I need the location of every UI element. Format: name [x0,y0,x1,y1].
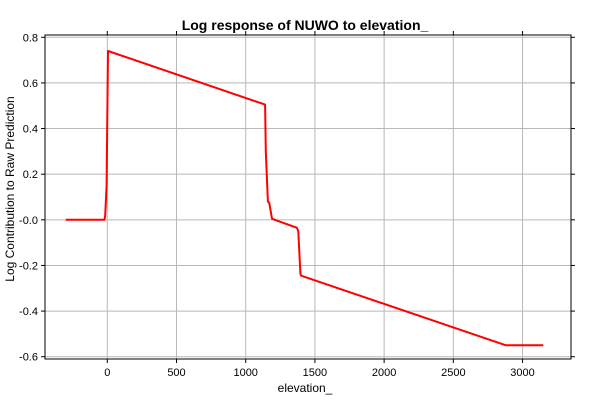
y-tick-label: -0.2 [19,260,38,272]
x-tick-label: 2500 [441,367,465,379]
y-tick-label: -0.4 [19,306,38,318]
series-layer [65,50,544,347]
x-tick-label: 500 [167,367,185,379]
x-tick-label: 1500 [303,367,327,379]
x-tick-label: 1000 [233,367,257,379]
x-axis-label: elevation_ [278,381,333,395]
y-tick-label: 0.6 [23,78,38,90]
plot-frame [44,34,572,360]
axis-ticks: 0 500 1000 1500 2000 2500 3000 0.8 0.6 0.4 0.2 -0.0… [19,31,575,379]
y-tick-label: 0.4 [23,124,38,136]
y-tick-label: 0.8 [23,32,38,44]
series-line [65,50,544,347]
x-tick-label: 2000 [372,367,396,379]
x-tick-label: 0 [104,367,110,379]
grid-lines [45,35,571,359]
y-axis-label: Log Contribution to Raw Prediction [3,96,17,281]
y-tick-label: 0.2 [23,169,38,181]
x-tick-label: 3000 [510,367,534,379]
chart-title: Log response of NUWO to elevation_ [182,17,429,33]
y-tick-label: -0.6 [19,352,38,364]
y-tick-label: -0.0 [19,215,38,227]
